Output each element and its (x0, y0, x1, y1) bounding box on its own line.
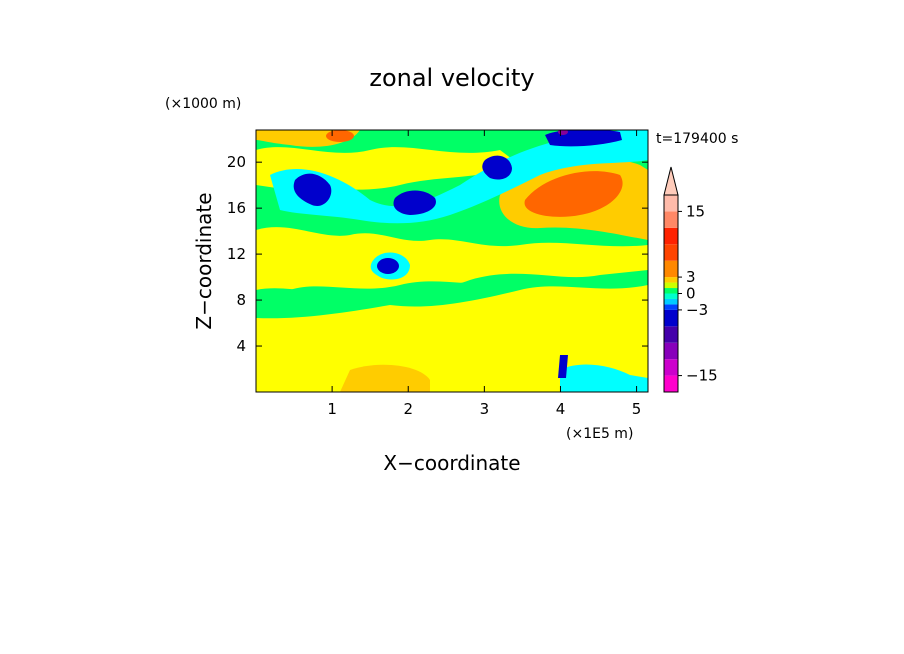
colorbar-label: 3 (686, 268, 696, 286)
x-tick-label: 5 (632, 400, 642, 418)
colorbar-extend-arrow (663, 166, 679, 196)
colorbar-segment (664, 342, 678, 360)
plot-frame (255, 129, 649, 393)
colorbar: 15 30−3 −15 (663, 166, 718, 393)
colorbar-label: −3 (686, 301, 708, 319)
colorbar-segment (664, 309, 678, 327)
field-region-orange-bottom (340, 364, 430, 392)
x-tick-label: 1 (327, 400, 337, 418)
colorbar-segment (664, 375, 678, 392)
y-ticks: 4 8 12 16 20 (227, 153, 648, 355)
colorbar-segment (664, 282, 678, 289)
colorbar-segment (664, 211, 678, 228)
y-tick-label: 20 (227, 153, 246, 171)
chart-title: zonal velocity (369, 64, 534, 92)
field-region-cyan-bottom (560, 364, 648, 392)
colorbar-segment (664, 277, 678, 283)
colorbar-segment (664, 244, 678, 261)
colorbar-segment (664, 195, 678, 212)
field-region-blue-left (293, 173, 332, 206)
colorbar-segment (664, 304, 678, 310)
x-unit-label: (×1E5 m) (566, 426, 633, 442)
field-region-green-band (256, 270, 648, 319)
field-region-blue-bottom (558, 355, 568, 378)
plot-area (256, 130, 648, 392)
colorbar-label: 0 (686, 285, 696, 303)
time-label: t=179400 s (656, 131, 738, 147)
colorbar-segment (664, 227, 678, 245)
y-unit-label: (×1000 m) (165, 96, 241, 112)
field-region-blue-blob (377, 258, 399, 274)
y-tick-label: 4 (236, 337, 246, 355)
y-tick-label: 8 (236, 291, 246, 309)
colorbar-segment (664, 326, 678, 343)
x-tick-label: 4 (556, 400, 566, 418)
y-tick-label: 12 (227, 245, 246, 263)
x-axis-label: X−coordinate (383, 451, 520, 475)
x-tick-label: 3 (480, 400, 490, 418)
colorbar-label: 15 (686, 202, 705, 220)
colorbar-segment (664, 288, 678, 294)
colorbar-segment (664, 298, 678, 305)
colorbar-segment (664, 359, 678, 376)
y-tick-label: 16 (227, 199, 246, 217)
field-region-red-right (524, 171, 623, 217)
colorbar-segment (664, 293, 678, 299)
x-tick-label: 2 (403, 400, 413, 418)
y-axis-label: Z−coordinate (192, 192, 216, 329)
x-ticks: 1 2 3 4 5 (327, 130, 641, 418)
field-region-red-topleft (326, 130, 354, 142)
field-region-cyan-upper (270, 130, 648, 224)
field-region-blue-center (482, 155, 512, 180)
field-region-blue-mid (393, 190, 436, 215)
colorbar-label: −15 (686, 367, 718, 385)
colorbar-segment (664, 260, 678, 278)
